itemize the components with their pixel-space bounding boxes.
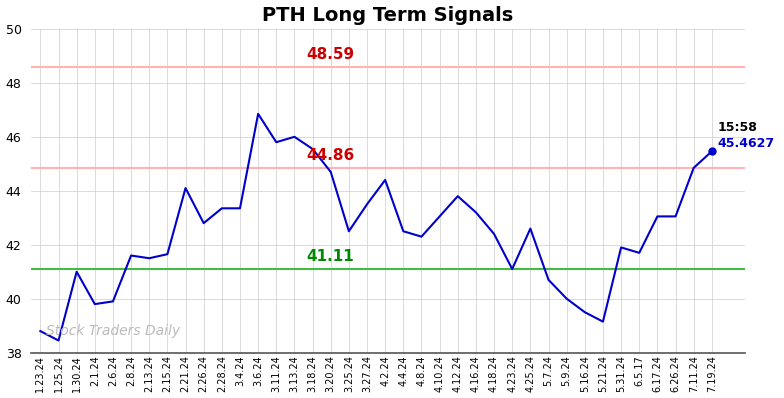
Text: 45.4627: 45.4627: [717, 137, 775, 150]
Text: 44.86: 44.86: [306, 148, 354, 163]
Text: Stock Traders Daily: Stock Traders Daily: [45, 324, 180, 338]
Text: 15:58: 15:58: [717, 121, 757, 134]
Title: PTH Long Term Signals: PTH Long Term Signals: [263, 6, 514, 25]
Text: 48.59: 48.59: [306, 47, 354, 62]
Text: 41.11: 41.11: [306, 249, 354, 264]
